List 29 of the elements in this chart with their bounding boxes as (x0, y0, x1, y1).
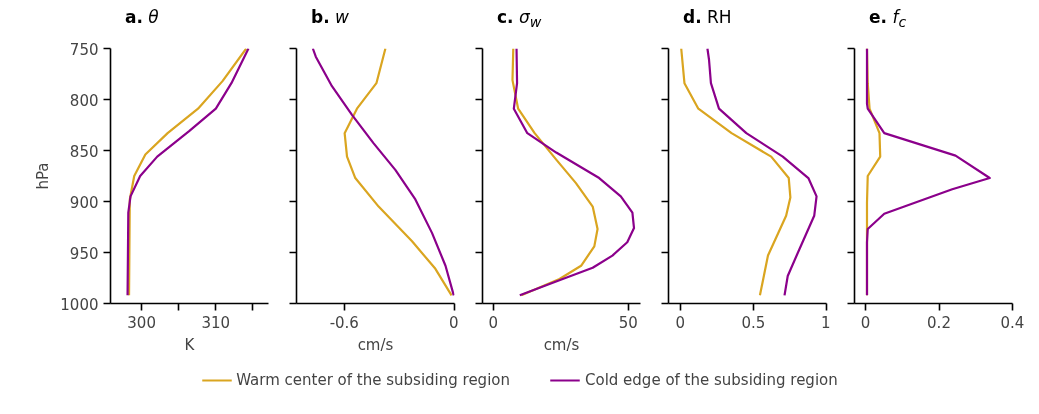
x-tick-label: 0 (488, 313, 499, 332)
x-tick-label: 0 (860, 313, 871, 332)
chart-title: a. θ (125, 7, 159, 27)
x-tick-label: 310 (201, 313, 231, 332)
y-tick-label: 850 (69, 142, 99, 161)
chart-title: e. f$_{c}$ (869, 7, 907, 31)
legend-label: Warm center of the subsiding region (236, 371, 510, 389)
x-tick-label: -0.6 (329, 313, 359, 332)
x-axis-title: K (184, 335, 196, 354)
x-axis-title: cm/s (357, 335, 394, 354)
legend-label: Cold edge of the subsiding region (585, 371, 838, 389)
y-tick-label: 1000 (60, 295, 99, 314)
x-tick-label: 0 (448, 313, 459, 332)
x-tick-label: 0 (675, 313, 685, 332)
y-tick-label: 750 (69, 40, 99, 59)
x-tick-label: 0.4 (1000, 313, 1025, 332)
chart-title: d. RH (683, 6, 732, 29)
chart-title: b. w (311, 7, 349, 27)
y-tick-label: 900 (69, 193, 99, 212)
chart-title: c. σ$_{w}$ (497, 7, 542, 31)
x-tick-label: 0.2 (927, 313, 951, 332)
x-tick-label: 1 (820, 313, 831, 332)
y-tick-label: 950 (69, 244, 99, 263)
x-tick-label: 0.5 (741, 313, 766, 332)
x-tick-label: 50 (618, 313, 638, 332)
x-tick-label: 300 (127, 313, 156, 332)
y-tick-label: 800 (69, 91, 99, 110)
y-axis-title: hPa (34, 162, 53, 190)
x-axis-title: cm/s (543, 335, 580, 354)
